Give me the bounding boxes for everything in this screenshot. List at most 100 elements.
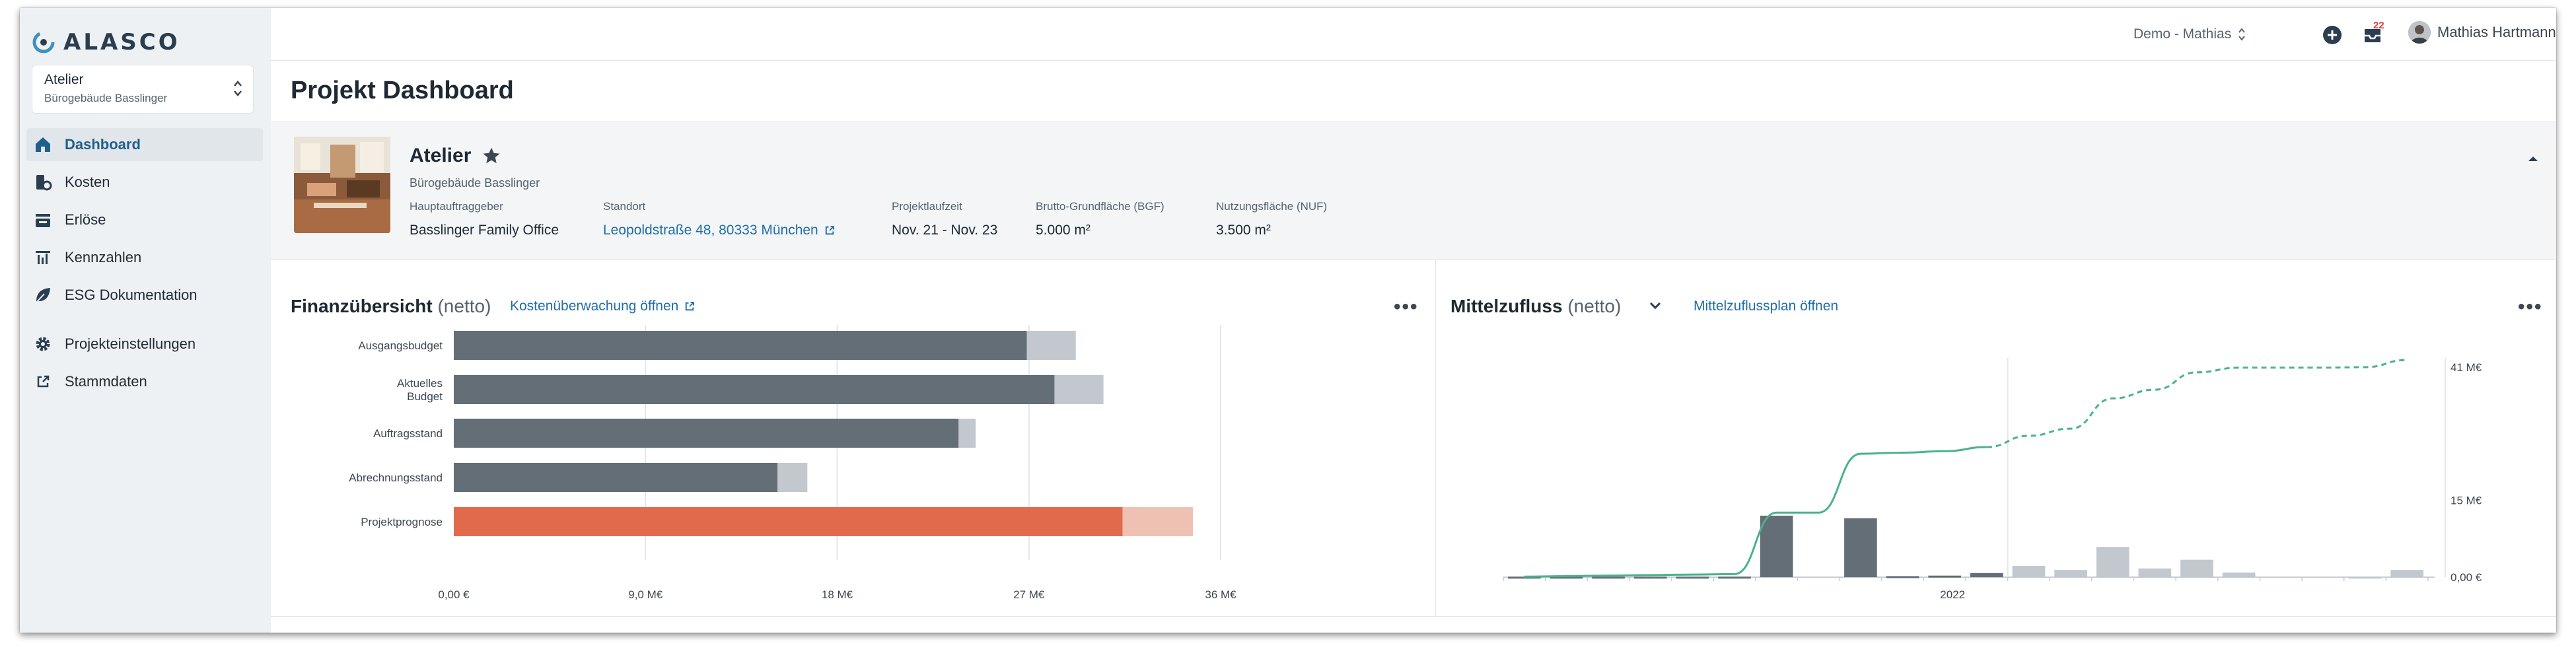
external-link-icon (33, 372, 53, 392)
bar-secondary (1054, 375, 1104, 404)
x-tick-label: 27 M€ (1013, 588, 1045, 601)
external-link-icon (825, 226, 834, 235)
link-text: Mittelzuflussplan öffnen (1694, 298, 1839, 314)
card-title-text: Finanzübersicht (291, 296, 433, 316)
card-title-suffix: (netto) (1567, 296, 1622, 316)
meta-label: Standort (603, 200, 646, 213)
sidebar-item-label: Kennzahlen (65, 249, 142, 265)
cashflow-bar (2054, 570, 2087, 577)
meta-value: Leopoldstraße 48, 80333 München (603, 223, 818, 238)
meta-label: Brutto-Grundfläche (BGF) (1036, 200, 1164, 213)
project-subtitle: Bürogebäude Basslinger (410, 176, 540, 190)
gear-icon (33, 334, 53, 354)
sidebar-item-kennzahlen[interactable]: Kennzahlen (26, 241, 263, 274)
bar-primary (454, 375, 1055, 404)
sidebar-item-projekteinstellungen[interactable]: Projekteinstellungen (26, 328, 263, 361)
cashflow-bar (1550, 576, 1583, 579)
logo-text: ALASCO (63, 29, 180, 55)
location-link[interactable]: Leopoldstraße 48, 80333 München (603, 223, 836, 238)
sidebar-item-stammdaten[interactable]: Stammdaten (26, 365, 263, 398)
notifications-button[interactable]: 22 (2361, 20, 2388, 46)
meta-label: Hauptauftraggeber (410, 200, 503, 213)
sidebar-item-esg[interactable]: ESG Dokumentation (26, 279, 263, 312)
project-name: Atelier (410, 145, 472, 166)
y-tick-label: 0,00 € (2451, 571, 2482, 584)
meta-label: Projektlaufzeit (892, 200, 962, 213)
cumulative-line-forecast (1986, 359, 2408, 448)
project-image (294, 137, 390, 233)
organization-name: Demo - Mathias (2133, 26, 2232, 42)
category-label: Abrechnungsstand (349, 471, 443, 484)
x-tick-label: 36 M€ (1205, 588, 1236, 601)
meta-duration: Projektlaufzeit Nov. 21 - Nov. 23 (892, 200, 997, 238)
cashflow-bar (1928, 575, 1961, 578)
card-title-text: Mittelzufluss (1450, 296, 1563, 316)
meta-location: Standort Leopoldstraße 48, 80333 München (603, 200, 836, 238)
meta-value: Nov. 21 - Nov. 23 (892, 223, 998, 238)
star-icon[interactable] (482, 146, 501, 166)
project-selector-subtitle: Bürogebäude Basslinger (44, 92, 168, 104)
x-axis-label: 2022 (1940, 588, 1965, 601)
category-label: Auftragsstand (373, 427, 443, 440)
page-title: Projekt Dashboard (291, 77, 514, 104)
cashflow-chart: 0,00 € 15 M€ 41 M€ 2022 (1503, 358, 2482, 601)
bar-primary (454, 419, 959, 448)
inbox-icon (2365, 29, 2380, 42)
sidebar-item-erloese[interactable]: Erlöse (26, 203, 263, 236)
organization-selector[interactable]: Demo - Mathias (2133, 26, 2246, 42)
finance-card-title: Finanzübersicht (netto) (291, 296, 491, 317)
cashflow-bar (2138, 568, 2172, 577)
more-menu-icon[interactable]: ••• (2518, 296, 2543, 318)
chevron-down-icon[interactable] (1649, 301, 1662, 310)
sidebar: ALASCO Atelier Bürogebäude Basslinger Da… (20, 8, 271, 633)
sidebar-item-label: Stammdaten (65, 373, 147, 390)
meta-label: Nutzungsfläche (NUF) (1216, 200, 1328, 213)
cashflow-bar (1676, 576, 1709, 579)
project-selector[interactable]: Atelier Bürogebäude Basslinger (32, 65, 254, 114)
sidebar-item-kosten[interactable]: Kosten (26, 166, 263, 199)
finance-overview-card: Finanzübersicht (netto) Kostenüberwachun… (271, 260, 1436, 617)
more-menu-icon[interactable]: ••• (1394, 296, 1419, 318)
chart-icon (33, 248, 53, 267)
leaf-icon (33, 285, 53, 305)
logo-mark-icon (32, 31, 55, 53)
bar-primary (454, 331, 1027, 360)
external-link-icon (686, 302, 695, 311)
home-icon (33, 135, 53, 155)
meta-value: 3.500 m² (1216, 223, 1271, 238)
category-label: Aktuelles (397, 377, 443, 390)
revenue-icon (33, 210, 53, 230)
collapse-chevron-icon[interactable] (2526, 154, 2540, 163)
category-label: Projektprognose (361, 516, 443, 528)
cost-monitoring-link[interactable]: Kostenüberwachung öffnen (510, 298, 696, 314)
cashflow-bar (1592, 576, 1625, 579)
alasco-logo[interactable]: ALASCO (32, 22, 180, 62)
cashflow-bar (1633, 576, 1667, 579)
category-label: Budget (407, 390, 443, 403)
project-title: Atelier (410, 145, 501, 167)
sidebar-item-dashboard[interactable]: Dashboard (26, 128, 263, 161)
x-tick-label: 9,0 M€ (628, 588, 663, 601)
cashflow-card: Mittelzufluss (netto) Mittelzuflussplan … (1436, 260, 2556, 617)
user-menu[interactable]: Mathias Hartmann (2408, 21, 2556, 44)
x-tick-label: 0,00 € (438, 588, 470, 601)
updown-chevron-icon (2238, 28, 2245, 41)
sidebar-item-label: Dashboard (65, 136, 141, 153)
category-label: Ausgangsbudget (358, 339, 443, 352)
cashflow-plan-link[interactable]: Mittelzuflussplan öffnen (1694, 298, 1838, 314)
project-header: Atelier Bürogebäude Basslinger Hauptauft… (271, 122, 2556, 260)
bar-primary (454, 463, 778, 492)
x-tick-label: 18 M€ (822, 588, 853, 601)
cashflow-bar (2390, 570, 2423, 577)
meta-value: 5.000 m² (1036, 223, 1091, 238)
cashflow-bar (2012, 565, 2046, 577)
user-name: Mathias Hartmann (2437, 24, 2556, 40)
cost-icon (33, 172, 53, 192)
link-text: Kostenüberwachung öffnen (510, 298, 679, 314)
y-tick-label: 15 M€ (2451, 495, 2482, 507)
add-circle-icon[interactable] (2321, 24, 2343, 46)
bar-secondary (1122, 507, 1194, 536)
meta-value: Basslinger Family Office (410, 223, 559, 238)
bar-secondary (958, 419, 976, 448)
finance-bar-chart: 0,00 € 9,0 M€ 18 M€ 27 M€ 36 M€ Ausgangsbudge… (349, 325, 1236, 601)
